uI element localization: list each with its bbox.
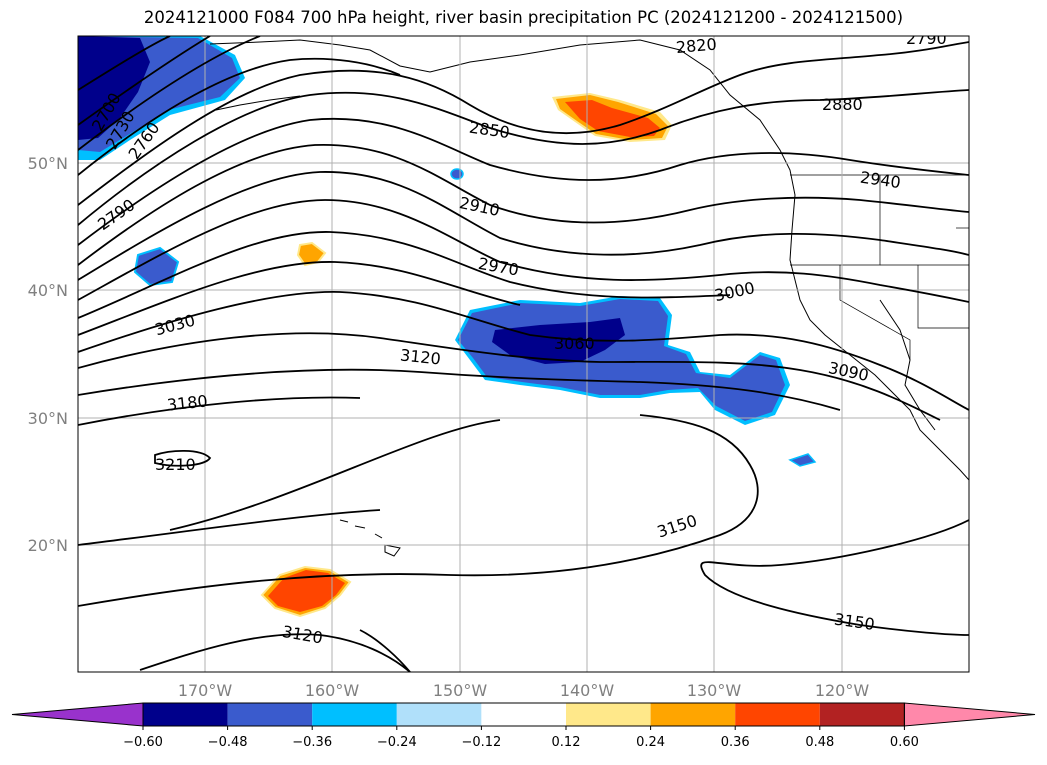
map-border bbox=[77, 35, 970, 673]
colorbar-extend-max bbox=[903, 702, 1036, 727]
colorbar-tick-label: −0.24 bbox=[377, 735, 417, 750]
lat-label: 50°N bbox=[28, 154, 68, 173]
colorbar-segment bbox=[481, 703, 566, 726]
colorbar-extend-min bbox=[11, 702, 144, 727]
colorbar-segment bbox=[143, 703, 228, 726]
colorbar-segment bbox=[735, 703, 820, 726]
longitude-labels: 170°W 160°W 150°W 140°W 130°W 120°W bbox=[178, 681, 870, 700]
colorbar: −0.60 −0.48 −0.36 −0.24 −0.12 0.12 0.24 0.36 0.4… bbox=[11, 702, 1036, 750]
contour-label: 3210 bbox=[155, 455, 196, 474]
contour-label: 2820 bbox=[675, 35, 717, 57]
contour-label: 3180 bbox=[166, 391, 208, 414]
contour-label: 2880 bbox=[822, 95, 863, 114]
precip-shading bbox=[78, 36, 817, 618]
lat-label: 40°N bbox=[28, 281, 68, 300]
colorbar-tick-label: 0.60 bbox=[890, 735, 919, 750]
colorbar-tick-label: −0.60 bbox=[123, 735, 163, 750]
precip-negative-small bbox=[133, 246, 180, 287]
latitude-labels: 50°N 40°N 30°N 20°N bbox=[28, 154, 68, 555]
lon-label: 120°W bbox=[815, 681, 870, 700]
contour-label: 2790 bbox=[906, 29, 947, 48]
colorbar-segment bbox=[819, 703, 905, 726]
coastlines bbox=[209, 39, 969, 557]
lon-label: 140°W bbox=[560, 681, 615, 700]
map-title: 2024121000 F084 700 hPa height, river ba… bbox=[143, 8, 904, 27]
colorbar-segment bbox=[227, 703, 313, 726]
colorbar-tick-label: 0.12 bbox=[552, 735, 581, 750]
lon-label: 160°W bbox=[305, 681, 360, 700]
colorbar-frame bbox=[142, 702, 905, 727]
lat-label: 20°N bbox=[28, 536, 68, 555]
colorbar-tick-label: 0.24 bbox=[636, 735, 665, 750]
height-contours bbox=[78, 36, 969, 672]
contour-label: 3120 bbox=[399, 345, 441, 368]
lon-label: 130°W bbox=[687, 681, 742, 700]
contour-label: 3060 bbox=[554, 334, 595, 353]
lon-label: 150°W bbox=[433, 681, 488, 700]
gridlines bbox=[78, 36, 969, 672]
colorbar-tick-label: −0.48 bbox=[208, 735, 248, 750]
colorbar-segment bbox=[396, 703, 482, 726]
colorbar-segment bbox=[312, 703, 397, 726]
colorbar-tick-label: 0.36 bbox=[721, 735, 750, 750]
lat-label: 30°N bbox=[28, 409, 68, 428]
colorbar-tick-label: −0.36 bbox=[292, 735, 332, 750]
colorbar-tick-label: −0.12 bbox=[461, 735, 501, 750]
lon-label: 170°W bbox=[178, 681, 233, 700]
colorbar-segment bbox=[650, 703, 736, 726]
colorbar-tick-label: 0.48 bbox=[805, 735, 834, 750]
colorbar-segment bbox=[566, 703, 651, 726]
borders bbox=[790, 174, 969, 360]
